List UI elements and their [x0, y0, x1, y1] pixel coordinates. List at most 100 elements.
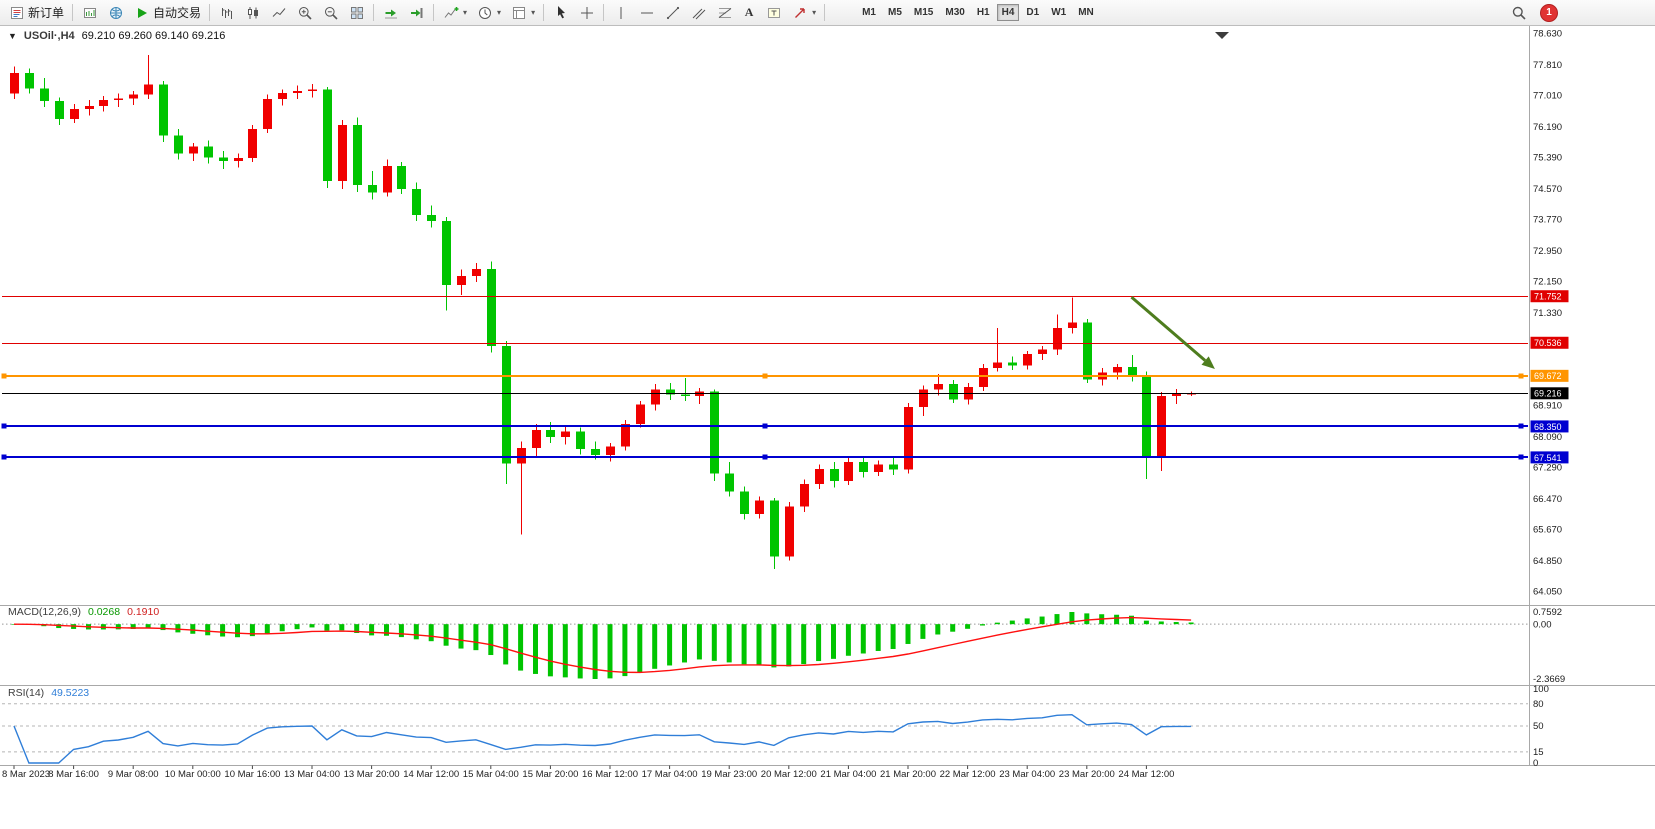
template-icon: [510, 4, 527, 21]
equidistant-channel-button[interactable]: [686, 2, 711, 23]
channel-icon: [690, 4, 707, 21]
zoom-out-button[interactable]: [318, 2, 343, 23]
line-drag-handle[interactable]: [1, 373, 7, 379]
svg-text:22 Mar 12:00: 22 Mar 12:00: [940, 769, 996, 780]
svg-text:64.850: 64.850: [1533, 556, 1562, 567]
new-order-button[interactable]: 新订单: [4, 2, 68, 23]
auto-trading-play-icon: [133, 4, 150, 21]
timeframe-button-m15[interactable]: M15: [909, 4, 938, 21]
chart-shift-button[interactable]: [404, 2, 429, 23]
svg-text:100: 100: [1533, 684, 1549, 695]
crosshair-button[interactable]: [574, 2, 599, 23]
timeframe-button-d1[interactable]: D1: [1021, 4, 1044, 21]
toolbar-separator: [824, 4, 826, 21]
svg-text:19 Mar 23:00: 19 Mar 23:00: [701, 769, 757, 780]
macd-name: MACD(12,26,9): [8, 606, 81, 618]
timeframe-button-h4[interactable]: H4: [996, 4, 1020, 21]
timeframe-button-m5[interactable]: M5: [883, 4, 907, 21]
timeframe-button-m30[interactable]: M30: [940, 4, 969, 21]
fibonacci-button[interactable]: [712, 2, 737, 23]
auto-trading-button[interactable]: 自动交易: [129, 2, 205, 23]
search-icon: [1510, 4, 1527, 21]
svg-text:0.00: 0.00: [1533, 620, 1552, 631]
line-drag-handle[interactable]: [1518, 423, 1524, 429]
line-drag-handle[interactable]: [1, 423, 7, 429]
cursor-button[interactable]: [548, 2, 573, 23]
price-chart-canvas[interactable]: 78.630 77.810 77.010 76.190 75.390 74.570 73.7…: [0, 26, 1655, 829]
line-drag-handle[interactable]: [762, 423, 768, 429]
svg-text:67.541: 67.541: [1534, 453, 1562, 463]
svg-text:24 Mar 12:00: 24 Mar 12:00: [1118, 769, 1174, 780]
svg-text:10 Mar 16:00: 10 Mar 16:00: [224, 769, 280, 780]
ohlc-bars-icon: [218, 4, 235, 21]
new-order-label: 新订单: [28, 6, 65, 20]
vertical-line-button[interactable]: [608, 2, 633, 23]
svg-text:50: 50: [1533, 721, 1544, 732]
timeframe-button-w1[interactable]: W1: [1046, 4, 1071, 21]
chart-area[interactable]: 78.630 77.810 77.010 76.190 75.390 74.570 73.7…: [0, 26, 1655, 829]
one-click-trading-toggle[interactable]: ▼: [8, 30, 17, 41]
ohlc-values: 69.210 69.260 69.140 69.216: [81, 30, 226, 42]
svg-text:73.770: 73.770: [1533, 214, 1562, 225]
price-axis[interactable]: 78.630 77.810 77.010 76.190 75.390 74.570 73.7…: [1533, 28, 1562, 597]
periods-button[interactable]: ▾: [472, 2, 505, 23]
svg-text:0: 0: [1533, 758, 1538, 769]
panel-separators[interactable]: [0, 26, 1655, 766]
new-chart-button[interactable]: [77, 2, 102, 23]
timeframe-button-h1[interactable]: H1: [972, 4, 995, 21]
cursor-icon: [552, 4, 569, 21]
rsi-panel: 100 80 50 150: [2, 684, 1549, 769]
svg-text:17 Mar 04:00: 17 Mar 04:00: [642, 769, 698, 780]
arrows-button[interactable]: ▾: [787, 2, 820, 23]
line-drag-handle[interactable]: [762, 454, 768, 460]
svg-text:72.150: 72.150: [1533, 276, 1562, 287]
globe-icon: [107, 4, 124, 21]
timeframe-button-m1[interactable]: M1: [857, 4, 881, 21]
svg-text:15: 15: [1533, 747, 1544, 758]
line-drag-handle[interactable]: [1518, 454, 1524, 460]
templates-button[interactable]: ▾: [506, 2, 539, 23]
svg-text:78.630: 78.630: [1533, 28, 1562, 39]
trendline-icon: [664, 4, 681, 21]
svg-text:77.810: 77.810: [1533, 60, 1562, 71]
horizontal-price-lines[interactable]: [1, 296, 1529, 460]
line-drag-handle[interactable]: [1, 454, 7, 460]
svg-text:69.216: 69.216: [1534, 389, 1562, 399]
svg-text:72.950: 72.950: [1533, 246, 1562, 257]
line-chart-button[interactable]: [266, 2, 291, 23]
line-drag-handle[interactable]: [762, 373, 768, 379]
arrow-object-icon: [791, 4, 808, 21]
line-drag-handle[interactable]: [1518, 373, 1524, 379]
tile-windows-button[interactable]: [344, 2, 369, 23]
svg-text:8 Mar 16:00: 8 Mar 16:00: [48, 769, 99, 780]
timeframe-button-mn[interactable]: MN: [1073, 4, 1099, 21]
profiles-button[interactable]: [103, 2, 128, 23]
svg-text:66.470: 66.470: [1533, 494, 1562, 505]
svg-text:77.010: 77.010: [1533, 90, 1562, 101]
indicators-button[interactable]: ▾: [438, 2, 471, 23]
trend-arrow-annotation[interactable]: [1130, 295, 1215, 370]
chevron-down-icon: ▾: [531, 7, 536, 17]
svg-text:71.330: 71.330: [1533, 308, 1562, 319]
text-button[interactable]: A: [738, 2, 760, 23]
chart-shift-marker[interactable]: [1215, 32, 1229, 39]
svg-text:10 Mar 00:00: 10 Mar 00:00: [165, 769, 221, 780]
toolbar-separator: [373, 4, 375, 21]
rsi-name: RSI(14): [8, 687, 45, 699]
search-button[interactable]: [1506, 2, 1531, 23]
bar-chart-button[interactable]: [214, 2, 239, 23]
candlestick-chart-button[interactable]: [240, 2, 265, 23]
rsi-value: 49.5223: [51, 687, 90, 699]
macd-signal-value: 0.1910: [127, 606, 160, 618]
text-label-button[interactable]: [761, 2, 786, 23]
trendline-button[interactable]: [660, 2, 685, 23]
zoom-in-button[interactable]: [292, 2, 317, 23]
notification-badge[interactable]: 1: [1540, 3, 1558, 22]
svg-text:65.670: 65.670: [1533, 524, 1562, 535]
svg-text:68.350: 68.350: [1534, 422, 1562, 432]
rsi-indicator-label: RSI(14) 49.5223: [8, 687, 89, 699]
auto-scroll-button[interactable]: [378, 2, 403, 23]
svg-text:13 Mar 04:00: 13 Mar 04:00: [284, 769, 340, 780]
horizontal-line-button[interactable]: [634, 2, 659, 23]
